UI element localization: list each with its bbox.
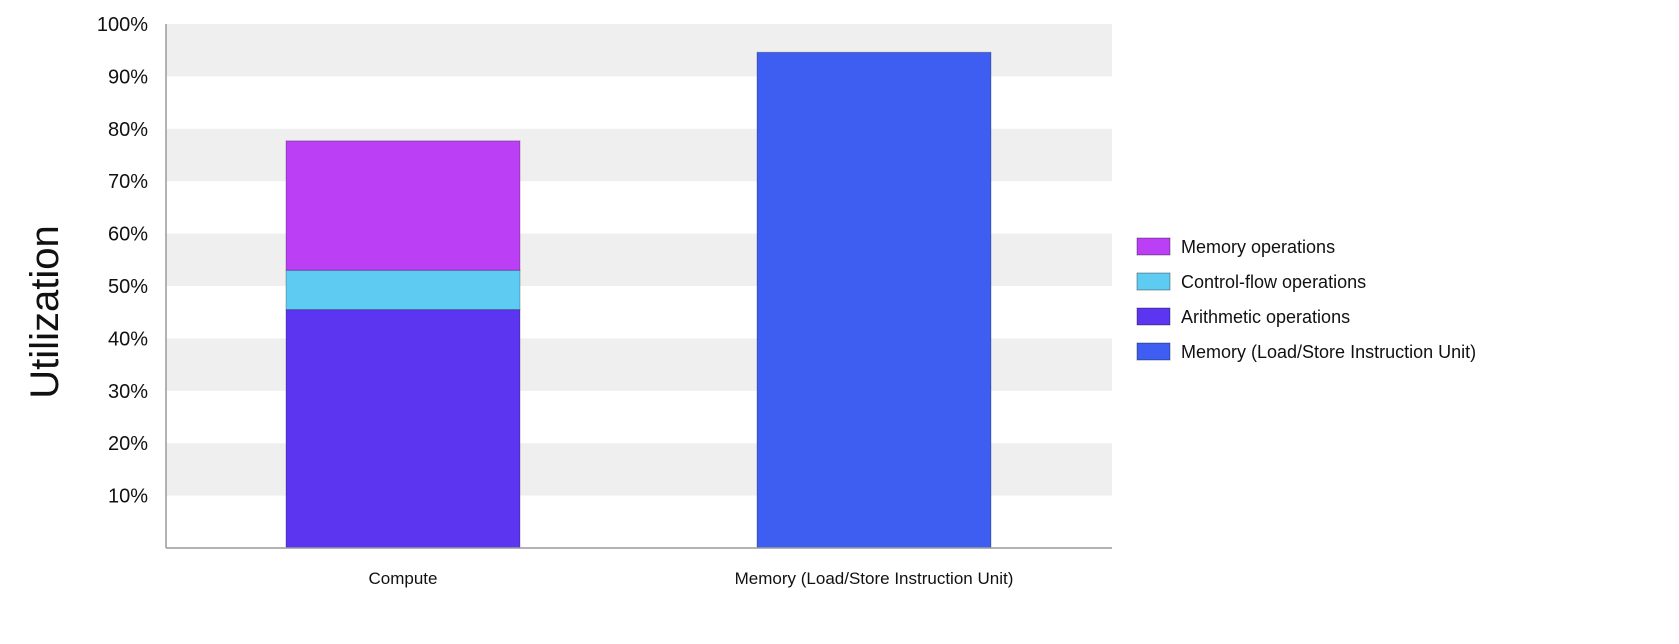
legend-label: Arithmetic operations (1181, 307, 1350, 327)
bar-segment-0-2 (285, 140, 521, 271)
y-tick-label: 70% (108, 171, 148, 193)
y-tick-label: 90% (108, 66, 148, 88)
legend-swatch (1136, 307, 1171, 326)
y-tick-label: 80% (108, 119, 148, 141)
x-tick-labels: Compute Memory (Load/Store Instruction Un… (369, 569, 1014, 588)
legend-label: Memory (Load/Store Instruction Unit) (1181, 342, 1476, 362)
x-tick-label: Compute (369, 569, 438, 588)
y-tick-label: 100% (97, 14, 148, 36)
legend: Memory operations Control-flow operations… (1136, 237, 1476, 362)
bars (285, 51, 992, 549)
y-tick-labels: 10% 20% 30% 40% 50% 60% 70% 80% 90% 100% (97, 14, 148, 508)
x-tick-label: Memory (Load/Store Instruction Unit) (735, 569, 1014, 588)
legend-swatch (1136, 272, 1171, 291)
y-tick-label: 20% (108, 433, 148, 455)
legend-label: Control-flow operations (1181, 272, 1366, 292)
bar-segment-1-3 (756, 51, 992, 549)
bar-segment-0-0 (285, 309, 521, 549)
y-tick-label: 10% (108, 486, 148, 508)
legend-label: Memory operations (1181, 237, 1335, 257)
legend-swatch (1136, 237, 1171, 256)
y-tick-label: 50% (108, 276, 148, 298)
y-tick-label: 40% (108, 328, 148, 350)
axes (165, 24, 1112, 549)
bar-segment-0-1 (285, 269, 521, 311)
y-axis-label: Utilization (23, 225, 67, 398)
legend-swatch (1136, 342, 1171, 361)
y-tick-label: 30% (108, 381, 148, 403)
y-tick-label: 60% (108, 224, 148, 246)
